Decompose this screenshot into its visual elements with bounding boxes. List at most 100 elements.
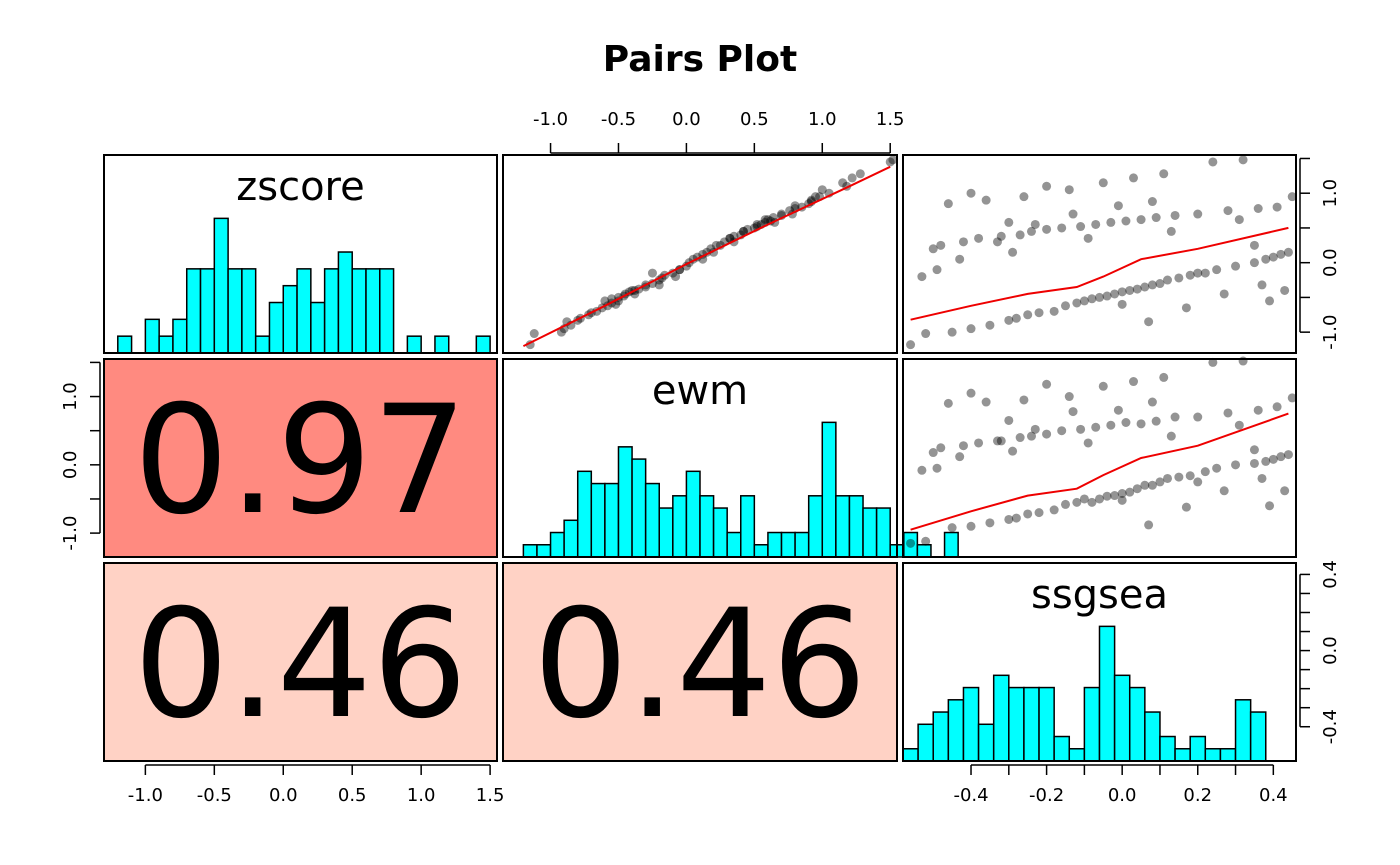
point [1152, 213, 1161, 222]
point [1167, 432, 1176, 441]
hist-bar-zscore-0 [118, 336, 132, 353]
point [791, 201, 800, 210]
point [655, 280, 664, 289]
point [906, 539, 915, 548]
point [1239, 357, 1248, 366]
point [1004, 515, 1013, 524]
y-axis-left-ewm-tick-label: 1.0 [60, 382, 81, 411]
point [1008, 248, 1017, 257]
hist-bar-zscore-16 [338, 252, 352, 353]
y-axis-right-ssgsea-tick-label: 0.0 [1320, 636, 1341, 665]
point [1254, 406, 1263, 415]
point [1261, 255, 1270, 264]
hist-bar-ssgsea-17 [1160, 737, 1175, 761]
hist-bar-ewm-8 [632, 459, 646, 557]
diag-label-ssgsea: ssgsea [1031, 572, 1168, 618]
x-axis-top-ewm: -1.0 -0.5 0.0 0.5 1.0 1.5 [533, 109, 905, 153]
point [1121, 217, 1130, 226]
point [1050, 505, 1059, 514]
point [1257, 474, 1266, 483]
point [1091, 220, 1100, 229]
hist-bar-ssgsea-6 [994, 675, 1009, 761]
x-axis-bottom-ssgsea-tick-label: 0.2 [1183, 785, 1212, 806]
hist-bar-ewm-24 [849, 496, 863, 557]
point [1174, 473, 1183, 482]
x-axis-bottom-ssgsea-tick-label: -0.4 [953, 785, 988, 806]
point [1144, 317, 1153, 326]
point [944, 199, 953, 208]
y-axis-right-zscore-tick-label: -1.0 [1320, 315, 1341, 350]
hist-bar-zscore-14 [311, 303, 325, 353]
diag-label-zscore: zscore [236, 164, 364, 210]
corr-label-ewm-zscore: 0.97 [134, 374, 468, 548]
hist-bar-zscore-12 [283, 286, 297, 353]
point [1171, 413, 1180, 422]
hist-bar-ssgsea-3 [948, 700, 963, 761]
scatter-zscore-vs-ewm [523, 155, 897, 349]
point [1171, 211, 1180, 220]
hist-bar-zscore-6 [201, 269, 215, 353]
x-axis-bottom-ssgsea: -0.4 -0.2 0.0 0.2 0.4 [953, 765, 1287, 806]
hist-bar-ssgsea-7 [1009, 688, 1024, 761]
hist-bar-ssgsea-19 [1190, 737, 1205, 761]
point [917, 272, 926, 281]
point [1118, 496, 1127, 505]
y-axis-right-ssgsea: -0.40.00.4 [1300, 560, 1341, 744]
point [1159, 169, 1168, 178]
point [993, 436, 1002, 445]
x-axis-top-ewm-tick-label: 0.5 [740, 109, 769, 130]
point [936, 443, 945, 452]
hist-bar-ewm-18 [768, 533, 782, 557]
point [1129, 173, 1138, 182]
point [1069, 210, 1078, 219]
y-axis-right-zscore: -1.00.01.0 [1300, 158, 1341, 349]
point [1012, 514, 1021, 523]
hist-bar-zscore-26 [476, 336, 490, 353]
point [1076, 425, 1085, 434]
point [1250, 241, 1259, 250]
point [1186, 271, 1195, 280]
y-axis-right-zscore-tick-label: 1.0 [1320, 179, 1341, 208]
hist-bar-ssgsea-16 [1145, 712, 1160, 761]
point [1276, 452, 1285, 461]
x-axis-bottom-ssgsea-tick-label: 0.4 [1259, 785, 1288, 806]
hist-bar-zscore-5 [187, 269, 201, 353]
point [1087, 294, 1096, 303]
hist-bar-ewm-21 [809, 496, 823, 557]
point [1193, 413, 1202, 422]
point [1091, 423, 1100, 432]
point [848, 173, 857, 182]
hist-bar-zscore-7 [214, 218, 228, 353]
point [1012, 314, 1021, 323]
hist-bar-zscore-19 [380, 269, 394, 353]
point [967, 389, 976, 398]
hist-bar-ssgsea-0 [903, 749, 918, 761]
histogram-zscore [118, 218, 490, 353]
point [1118, 300, 1127, 309]
point [1212, 265, 1221, 274]
hist-bar-ewm-13 [700, 496, 714, 557]
point [955, 255, 964, 264]
hist-bar-zscore-2 [145, 319, 159, 353]
point [1182, 503, 1191, 512]
point [1193, 210, 1202, 219]
y-axis-left-ewm-tick-label: -1.0 [60, 516, 81, 551]
point [1114, 406, 1123, 415]
hist-bar-zscore-18 [366, 269, 380, 353]
y-axis-left-ewm: -1.00.01.0 [60, 362, 100, 550]
point [1212, 464, 1221, 473]
hist-bar-zscore-4 [173, 319, 187, 353]
point [948, 328, 957, 337]
point [1284, 450, 1293, 459]
point [1231, 460, 1240, 469]
hist-bar-ssgsea-23 [1251, 712, 1266, 761]
x-axis-top-ewm-tick-label: -1.0 [533, 109, 568, 130]
point [1069, 407, 1078, 416]
point [1273, 203, 1282, 212]
point [1023, 310, 1032, 319]
point [1008, 447, 1017, 456]
point [1061, 500, 1070, 509]
point [959, 237, 968, 246]
point [982, 398, 991, 407]
point [1016, 433, 1025, 442]
